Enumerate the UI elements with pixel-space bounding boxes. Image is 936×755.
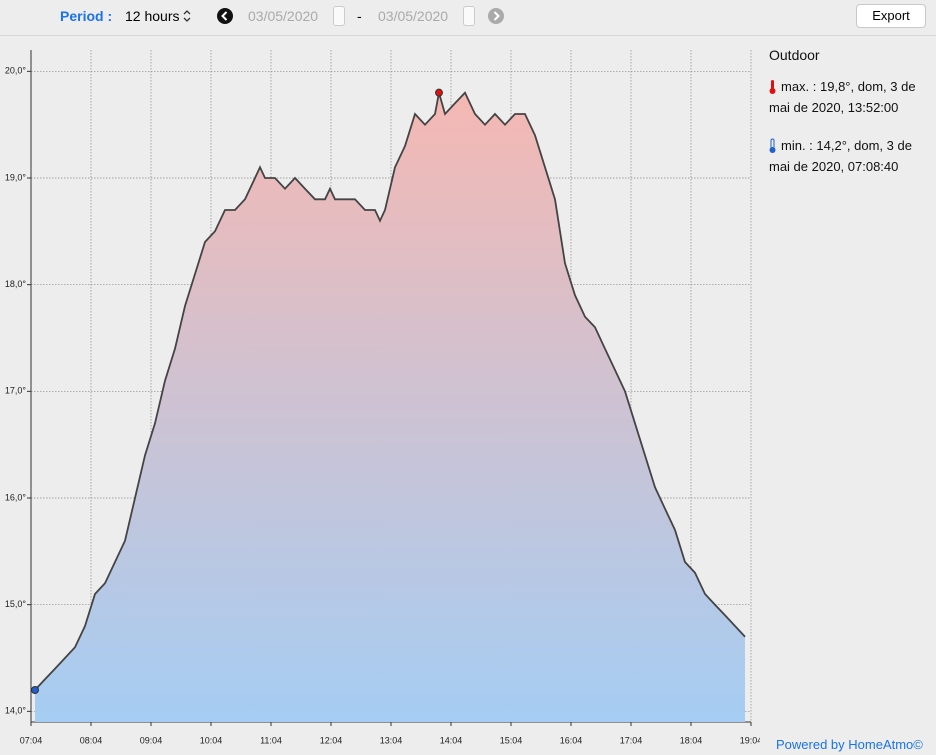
- max-info: max. : 19,8°, dom, 3 de mai de 2020, 13:…: [769, 79, 916, 115]
- x-tick-label: 19:04: [740, 735, 760, 745]
- date-from[interactable]: 03/05/2020: [248, 8, 319, 24]
- x-tick-label: 07:04: [20, 735, 43, 745]
- x-tick-label: 18:04: [680, 735, 703, 745]
- thermometer-cold: [769, 138, 776, 153]
- min-info: min. : 14,2°, dom, 3 de mai de 2020, 07:…: [769, 138, 912, 174]
- export-button[interactable]: Export: [856, 4, 926, 28]
- period-select[interactable]: 12 hours: [125, 8, 180, 24]
- date-spinner[interactable]: [463, 6, 475, 26]
- x-tick-label: 15:04: [500, 735, 523, 745]
- thermometer-hot: [769, 80, 776, 94]
- y-tick-label: 19,0°: [5, 172, 27, 182]
- x-tick-label: 08:04: [80, 735, 103, 745]
- line: [34, 91, 746, 691]
- x-tick-label: 10:04: [200, 735, 223, 745]
- y-tick-label: 14,0°: [5, 706, 27, 716]
- x-tick-label: 12:04: [320, 735, 343, 745]
- x-tick-label: 09:04: [140, 735, 163, 745]
- next-button[interactable]: [487, 7, 505, 25]
- date-separator: -: [357, 8, 362, 24]
- prev-button[interactable]: [216, 7, 234, 25]
- x-tick-label: 17:04: [620, 735, 643, 745]
- y-tick-label: 20,0°: [5, 66, 27, 76]
- area-fill: [35, 92, 745, 722]
- y-tick-label: 17,0°: [5, 386, 27, 396]
- toolbar: Period : 12 hours 03/05/2020 - 03/05/202…: [0, 0, 936, 36]
- select-arrows: [183, 10, 191, 22]
- max-marker: [435, 88, 443, 97]
- panel-title: Outdoor: [769, 47, 820, 63]
- x-tick-label: 14:04: [440, 735, 463, 745]
- footer: Powered by HomeAtmo©: [776, 737, 923, 752]
- y-tick-label: 16,0°: [5, 492, 27, 502]
- y-tick-label: 18,0°: [5, 279, 27, 289]
- x-tick-label: 16:04: [560, 735, 583, 745]
- x-tick-label: 13:04: [380, 735, 403, 745]
- period-label: Period :: [60, 8, 113, 24]
- y-tick-label: 15,0°: [5, 599, 27, 609]
- x-tick-label: 11:04: [260, 735, 282, 745]
- min-marker: [31, 686, 39, 694]
- date-spinner[interactable]: [333, 6, 345, 26]
- date-to[interactable]: 03/05/2020: [378, 8, 449, 24]
- chart: 14,0° 15,0° 16,0° 17,0° 18,0° 19,0° 20,0° 07:04…: [5, 50, 760, 745]
